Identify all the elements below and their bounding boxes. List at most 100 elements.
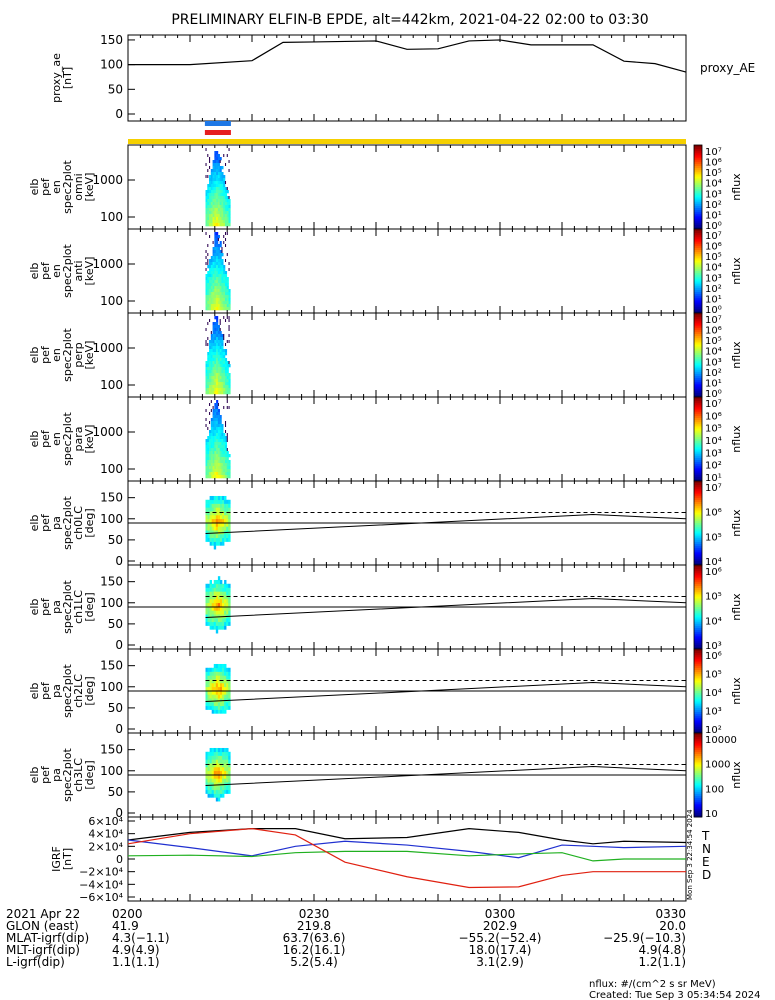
spectrogram-pixel — [210, 286, 213, 290]
colorbar-cell — [694, 180, 702, 184]
spectrogram-pixel — [224, 376, 228, 380]
spectrogram-pixel — [219, 223, 222, 227]
spectrogram-pixel — [226, 340, 228, 343]
pitch-angle-pixel — [207, 698, 210, 703]
spectrogram-pixel — [207, 445, 210, 449]
colorbar-cell — [694, 285, 702, 289]
pitch-angle-pixel — [226, 774, 229, 779]
colorbar-cell — [694, 441, 702, 444]
colorbar-cell — [694, 499, 702, 503]
pitch-angle-pixel — [219, 667, 223, 672]
pitch-angle-pixel — [219, 782, 223, 787]
spectrogram-pixel — [207, 307, 210, 311]
spectrogram-pixel — [223, 223, 226, 227]
colorbar-cell — [694, 478, 702, 482]
colorbar-cell — [694, 623, 702, 627]
spectrogram-pixel — [207, 382, 210, 386]
pitch-angle-pixel — [222, 747, 225, 753]
spectrogram-pixel — [224, 361, 228, 365]
spectrogram-pixel — [223, 439, 226, 443]
colorbar-cell — [694, 707, 702, 711]
spectrogram-pixel — [224, 298, 228, 302]
pitch-angle-pixel — [215, 785, 219, 791]
spectrogram-pixel — [214, 391, 217, 395]
spec-omni-ylabel: elb — [28, 179, 41, 196]
colorbar-cell — [694, 319, 702, 322]
colorbar-cell — [694, 476, 702, 480]
pa-ch0-ylabel: elb — [28, 515, 41, 532]
spectrogram-pixel — [214, 223, 217, 227]
spectrogram-pixel — [207, 295, 210, 299]
spectrogram-pixel — [228, 466, 231, 470]
colorbar-cell — [694, 189, 702, 192]
pitch-angle-pixel — [209, 621, 212, 626]
pitch-angle-pixel — [211, 759, 215, 764]
colorbar-cell — [694, 281, 702, 285]
pitch-angle-pixel — [205, 671, 208, 676]
spectrogram-pixel — [210, 280, 213, 284]
colorbar-cell — [694, 579, 702, 583]
pitch-angle-pixel — [213, 606, 217, 611]
colorbar-cell — [694, 529, 702, 532]
spectrogram-pixel — [210, 304, 213, 308]
colorbar-cell — [694, 670, 702, 673]
spectrogram-pixel — [221, 292, 224, 296]
pitch-angle-pixel — [213, 530, 217, 535]
spectrogram-pixel — [217, 208, 220, 212]
pitch-angle-pixel — [222, 621, 225, 626]
spectrogram-pixel — [221, 346, 224, 350]
pitch-angle-pixel — [222, 595, 225, 600]
spectrogram-pixel — [214, 175, 217, 179]
spectrogram-pixel — [216, 193, 219, 197]
colorbar-cell — [694, 798, 702, 801]
colorbar-cell — [694, 390, 702, 394]
spectrogram-pixel — [207, 376, 210, 380]
spectrogram-pixel — [216, 421, 219, 425]
colorbar-cell — [694, 268, 702, 272]
colorbar-cell — [694, 247, 702, 251]
pitch-angle-pixel — [219, 526, 223, 531]
spectrogram-pixel — [221, 361, 224, 365]
colorbar-cell — [694, 802, 702, 805]
spectrogram-pixel — [216, 268, 219, 272]
pitch-angle-pixel — [222, 690, 225, 695]
spectrogram-pixel — [216, 430, 219, 434]
colorbar-cell — [694, 733, 702, 736]
spectrogram-pixel — [226, 382, 229, 386]
spectrogram-pixel — [207, 322, 209, 325]
spectrogram-pixel — [221, 370, 224, 374]
colorbar-cell — [694, 344, 702, 348]
spectrogram-pixel — [216, 469, 219, 473]
spectrogram-pixel — [221, 355, 224, 359]
colorbar-tick-label: 10⁵ — [705, 670, 722, 681]
spectrogram-pixel — [226, 214, 229, 218]
spectrogram-pixel — [224, 367, 228, 371]
pitch-angle-pixel — [213, 778, 217, 783]
pitch-angle-pixel — [205, 522, 208, 527]
pitch-angle-pixel — [211, 782, 215, 787]
pitch-angle-pixel — [205, 507, 208, 512]
spectrogram-pixel — [217, 289, 220, 293]
colorbar-cell — [694, 292, 702, 295]
spectrogram-pixel — [223, 466, 226, 470]
colorbar-cell — [694, 558, 702, 562]
state-bar-blue — [204, 121, 231, 126]
pitch-angle-pixel — [217, 785, 221, 791]
spectrogram-pixel — [223, 382, 226, 386]
pa-ch0-ylabel: pa — [50, 516, 63, 530]
spectrogram-pixel — [217, 280, 220, 284]
spectrogram-pixel — [214, 322, 217, 326]
pitch-angle-pixel — [222, 766, 225, 772]
pitch-angle-pixel — [219, 778, 223, 783]
colorbar-label: nflux — [730, 341, 743, 369]
y-tick-label: 150 — [100, 491, 123, 505]
pitch-angle-pixel — [211, 705, 215, 710]
spectrogram-pixel — [210, 271, 213, 275]
spectrogram-pixel — [216, 262, 219, 266]
spectrogram-pixel — [212, 202, 215, 206]
pitch-angle-pixel — [207, 782, 210, 787]
colorbar-cell — [694, 365, 702, 369]
spectrogram-pixel — [219, 346, 222, 350]
spectrogram-pixel — [217, 361, 220, 365]
